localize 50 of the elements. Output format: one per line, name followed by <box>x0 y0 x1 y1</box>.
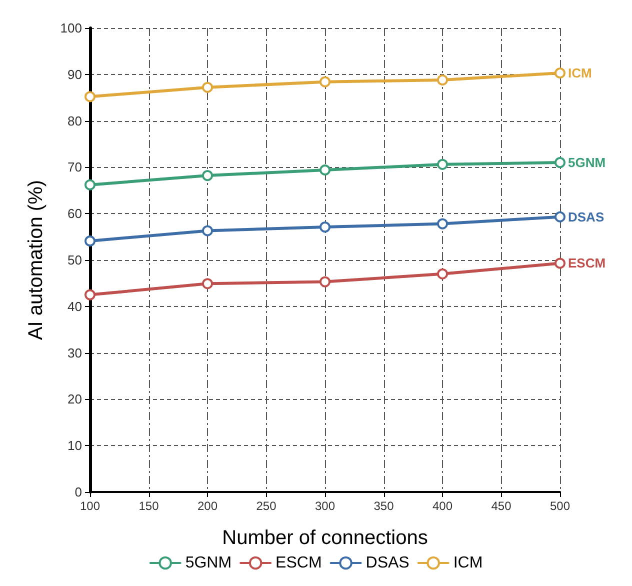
y-tick-label: 70 <box>68 160 82 175</box>
x-tick-label: 350 <box>374 499 394 513</box>
point <box>84 235 96 246</box>
y-tick-label: 10 <box>68 438 82 454</box>
point <box>84 289 96 300</box>
x-tick-label: 400 <box>432 499 453 513</box>
x-tick-label: 500 <box>550 499 570 513</box>
point <box>320 76 330 88</box>
x-tick-label: 150 <box>138 499 160 513</box>
x-tick-label: 100 <box>80 499 100 513</box>
text: DSAS <box>568 209 604 224</box>
point <box>437 218 448 230</box>
point <box>84 91 96 102</box>
y-axis-title: AI automation (%) <box>25 180 47 340</box>
legend-label: ICM <box>453 554 483 572</box>
point <box>554 157 566 168</box>
legend-label: ESCM <box>276 554 322 572</box>
y-tick-label: 60 <box>68 206 82 222</box>
point <box>202 170 213 182</box>
x-tick-label: 300 <box>314 499 336 513</box>
point <box>554 68 566 79</box>
point <box>437 74 448 86</box>
y-tick-label: 90 <box>68 66 82 82</box>
y-tick-label: 0 <box>74 484 82 500</box>
point <box>437 158 448 170</box>
y-tick-label: 80 <box>68 113 82 128</box>
text: 5GNM <box>568 155 606 170</box>
point <box>437 268 448 280</box>
legend-label: DSAS <box>366 554 410 572</box>
point <box>202 278 213 290</box>
point <box>202 225 213 236</box>
y-tick-label: 20 <box>68 392 82 407</box>
point <box>554 258 566 269</box>
point <box>320 222 330 233</box>
y-tick-label: 40 <box>68 298 82 314</box>
point <box>554 211 566 222</box>
point <box>202 82 213 93</box>
x-tick-label: 450 <box>491 499 512 513</box>
point <box>320 276 330 288</box>
point <box>84 179 96 190</box>
x-axis-title: Number of connections <box>222 527 428 549</box>
point <box>320 164 330 176</box>
y-tick-label: 50 <box>68 252 82 268</box>
y-tick-label: 30 <box>68 345 82 360</box>
x-tick-label: 250 <box>256 499 277 513</box>
text: ESCM <box>568 256 606 271</box>
x-tick-label: 200 <box>197 499 218 513</box>
y-tick-label: 100 <box>60 20 82 36</box>
legend-label: 5GNM <box>185 554 232 572</box>
text: ICM <box>568 66 592 81</box>
